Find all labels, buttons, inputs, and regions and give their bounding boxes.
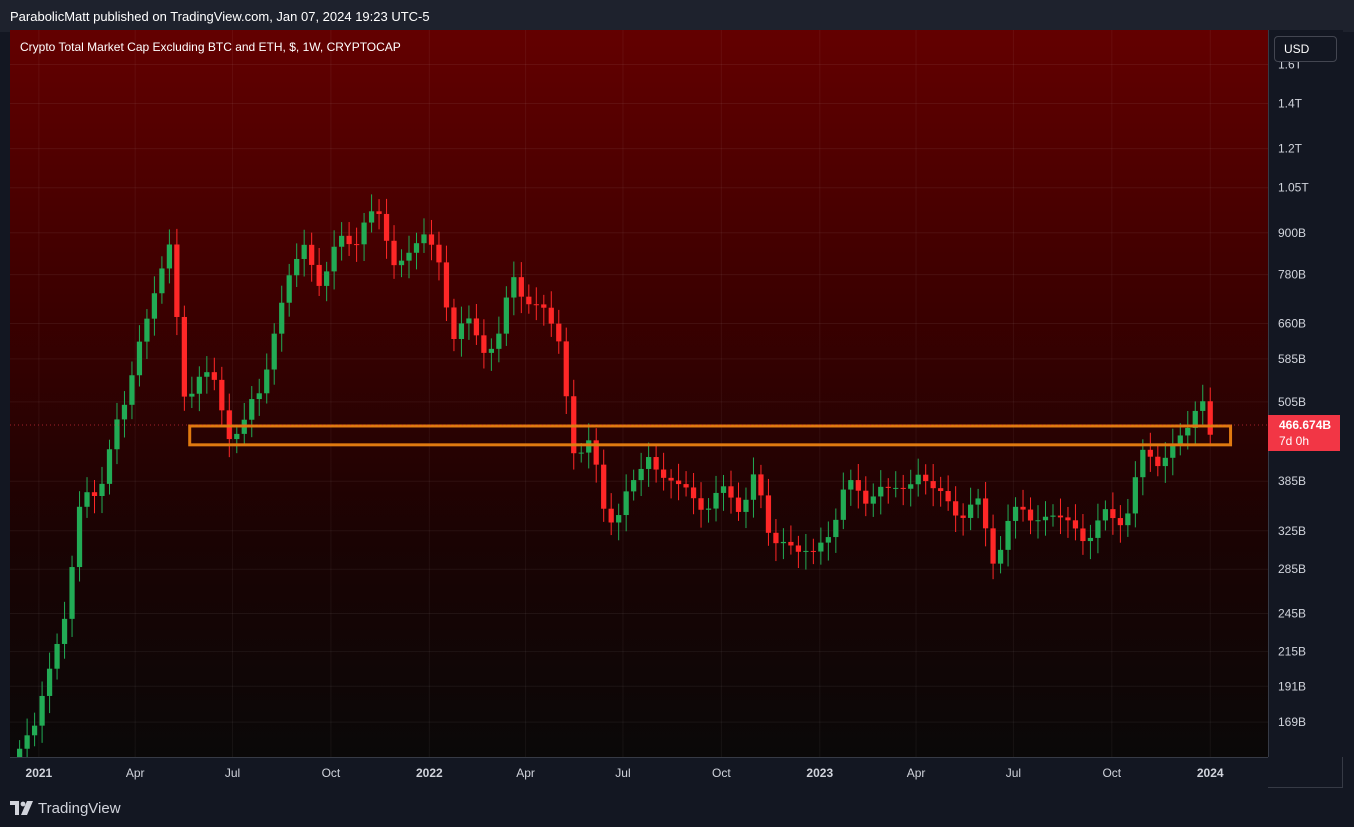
publisher-bar: ParabolicMatt published on TradingView.c… (0, 0, 1354, 32)
footer: TradingView (10, 797, 121, 819)
last-price-value: 466.674B (1279, 417, 1332, 432)
publisher-info: ParabolicMatt published on TradingView.c… (10, 9, 430, 24)
price-axis[interactable] (1268, 30, 1343, 757)
chart-title: Crypto Total Market Cap Excluding BTC an… (20, 40, 401, 54)
bar-countdown: 7d 0h (1279, 433, 1310, 448)
currency-button[interactable]: USD (1274, 36, 1337, 62)
last-price-tag: 466.674B 7d 0h (1268, 414, 1340, 451)
tradingview-logo-icon (10, 801, 33, 815)
plot-area[interactable] (10, 30, 1268, 757)
footer-brand: TradingView (38, 799, 121, 817)
time-axis[interactable] (10, 757, 1268, 788)
